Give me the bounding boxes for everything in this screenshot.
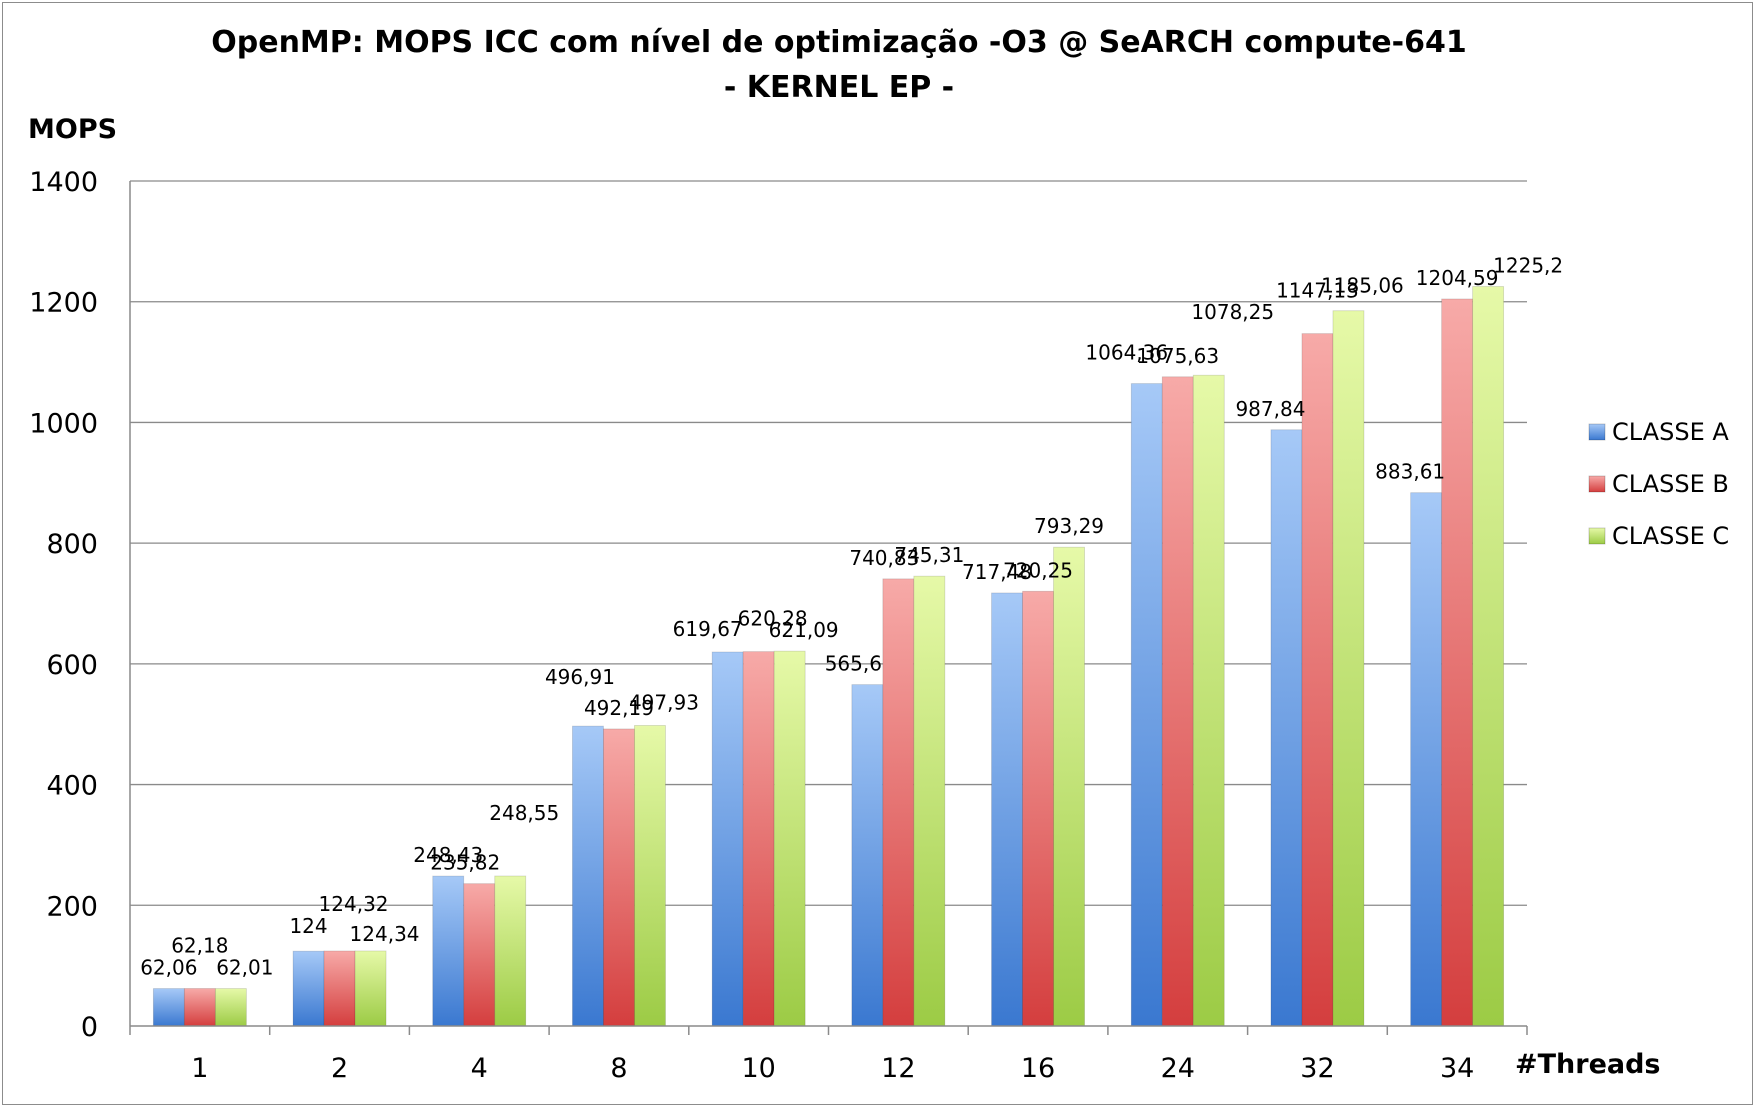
y-tick-label: 800 xyxy=(46,529,98,560)
x-tick-label: 8 xyxy=(610,1053,627,1084)
bar-classe-a xyxy=(1270,429,1303,1027)
legend: CLASSE A CLASSE B CLASSE C xyxy=(1588,418,1729,550)
data-label: 740,83 xyxy=(849,546,919,570)
data-label: 62,06 xyxy=(140,956,197,980)
x-tick-label: 10 xyxy=(741,1053,775,1084)
data-label: 1064,36 xyxy=(1085,341,1168,365)
data-label: 124,32 xyxy=(319,892,389,916)
data-label: 720,25 xyxy=(1003,558,1073,582)
y-tick-label: 1400 xyxy=(29,167,98,198)
bar-classe-c xyxy=(354,950,387,1027)
legend-swatch xyxy=(1588,423,1606,441)
data-label: 1204,59 xyxy=(1416,266,1499,290)
data-label: 62,01 xyxy=(216,956,273,980)
bar-classe-c xyxy=(494,875,527,1027)
bar-classe-c xyxy=(1332,310,1365,1027)
bar-classe-c xyxy=(1192,374,1225,1027)
x-tick-label: 32 xyxy=(1300,1053,1334,1084)
bar-classe-a xyxy=(152,988,185,1027)
y-tick-label: 1000 xyxy=(29,408,98,439)
data-label: 717,48 xyxy=(962,560,1032,584)
data-label: 248,43 xyxy=(413,843,483,867)
data-label: 793,29 xyxy=(1034,514,1104,538)
y-tick-label: 600 xyxy=(46,650,98,681)
x-tick-label: 4 xyxy=(471,1053,488,1084)
legend-label: CLASSE B xyxy=(1612,470,1729,498)
legend-label: CLASSE C xyxy=(1612,522,1729,550)
y-tick-label: 200 xyxy=(46,891,98,922)
bar-classe-c xyxy=(634,725,666,1027)
data-label: 745,31 xyxy=(894,543,964,567)
data-label: 1078,25 xyxy=(1191,300,1274,324)
x-tick-label: 24 xyxy=(1161,1053,1195,1084)
y-axis-title: MOPS xyxy=(28,114,117,145)
data-label: 620,28 xyxy=(738,607,808,631)
y-tick-label: 0 xyxy=(81,1012,98,1043)
data-label: 248,55 xyxy=(489,801,559,825)
bar-classe-a xyxy=(711,651,744,1027)
bar-classe-a xyxy=(991,592,1023,1027)
y-tick-label: 400 xyxy=(46,771,98,802)
data-label: 987,84 xyxy=(1235,397,1305,421)
x-tick-label: 34 xyxy=(1440,1053,1474,1084)
bar-classe-c xyxy=(1472,286,1505,1027)
bar-classe-c xyxy=(773,650,806,1027)
data-label: 124 xyxy=(289,914,327,938)
x-tick-label: 1 xyxy=(191,1053,208,1084)
bar-classe-b xyxy=(183,988,216,1027)
data-label: 1225,2 xyxy=(1493,254,1563,278)
data-label: 497,93 xyxy=(629,690,699,714)
data-label: 492,19 xyxy=(584,696,654,720)
bar-classe-a xyxy=(432,875,465,1027)
bar-classe-a xyxy=(1410,492,1443,1027)
data-label: 124,34 xyxy=(350,922,420,946)
legend-swatch xyxy=(1588,527,1606,545)
data-label: 565,6 xyxy=(825,652,882,676)
bar-classe-b xyxy=(323,950,356,1027)
data-label: 1147,13 xyxy=(1276,279,1359,303)
bar-classe-a xyxy=(292,950,325,1027)
x-tick-label: 2 xyxy=(331,1053,348,1084)
data-label: 883,61 xyxy=(1375,460,1445,484)
data-label: 619,67 xyxy=(673,617,743,641)
bar-classe-b xyxy=(603,728,635,1027)
data-labels: 62,06 124 248,43 496,91 619,67 565,6 717,48 106… xyxy=(140,254,1563,980)
data-label: 62,18 xyxy=(171,933,228,957)
legend-swatch xyxy=(1588,475,1606,493)
chart-title: OpenMP: MOPS ICC com nível de optimizaçã… xyxy=(211,25,1466,60)
x-tick-label: 16 xyxy=(1021,1053,1055,1084)
bar-classe-b xyxy=(882,578,915,1027)
bar-classe-c xyxy=(1053,546,1085,1027)
bar-classe-a xyxy=(851,684,884,1027)
y-tick-label: 1200 xyxy=(29,288,98,319)
data-label: 496,91 xyxy=(545,665,615,689)
data-label: 1185,06 xyxy=(1321,274,1404,298)
bar-classe-c xyxy=(913,575,946,1027)
x-axis-title: #Threads xyxy=(1515,1049,1661,1080)
bar-classe-b xyxy=(1301,333,1334,1027)
x-tick-label: 12 xyxy=(881,1053,915,1084)
bars xyxy=(152,286,1505,1027)
data-label: 621,09 xyxy=(769,618,839,642)
chart-subtitle: - KERNEL EP - xyxy=(724,70,954,105)
bar-classe-c xyxy=(214,988,247,1027)
bar-classe-b xyxy=(742,651,775,1027)
bar-classe-b xyxy=(1161,376,1194,1027)
bar-classe-b xyxy=(1022,590,1054,1027)
bar-classe-b xyxy=(1441,298,1474,1027)
bar-classe-a xyxy=(572,725,604,1027)
legend-label: CLASSE A xyxy=(1612,418,1729,446)
data-label: 1075,63 xyxy=(1136,344,1219,368)
bar-classe-a xyxy=(1130,383,1163,1027)
bar-classe-b xyxy=(463,883,496,1027)
data-label: 235,82 xyxy=(430,851,500,875)
